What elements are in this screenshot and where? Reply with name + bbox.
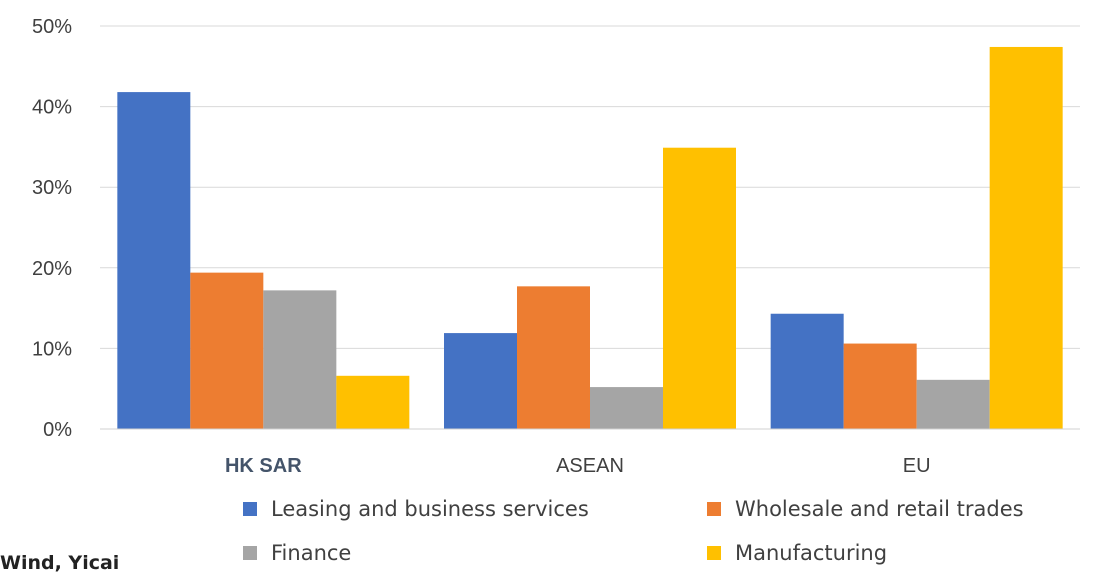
bar-manufacturing-asean [663,147,736,429]
legend-label: Wholesale and retail trades [735,497,1024,521]
y-tick-label: 20% [32,258,72,280]
bar-manufacturing-hk-sar [336,375,410,429]
y-tick-label: 40% [32,97,72,119]
x-category-label: EU [903,455,931,477]
bar-manufacturing-eu [989,46,1063,430]
bar-wholesale-and-retail-trades-hk-sar [190,272,264,429]
x-category-label: ASEAN [556,455,624,477]
y-tick-label: 50% [32,16,72,38]
legend-swatch [243,502,257,516]
bar-leasing-and-business-services-asean [444,333,517,429]
legend: Leasing and business services Wholesale a… [243,497,1024,565]
bar-finance-asean [590,387,663,429]
bar-finance-hk-sar [263,290,337,429]
x-category-label: HK SAR [225,455,302,477]
bar-wholesale-and-retail-trades-eu [843,343,917,429]
source-label: Wind, Yicai [0,552,119,572]
x-axis-categories: HK SAR ASEAN EU [225,455,931,477]
y-axis-ticks: 0% 10% 20% 30% 40% 50% [32,16,72,441]
y-tick-label: 30% [32,177,72,199]
y-tick-label: 10% [32,338,72,360]
bar-finance-eu [916,379,990,429]
bar-leasing-and-business-services-hk-sar [117,92,191,429]
bar-leasing-and-business-services-eu [770,313,844,429]
legend-label: Finance [271,541,351,565]
legend-label: Manufacturing [735,541,887,565]
legend-swatch [707,546,721,560]
legend-swatch [707,502,721,516]
legend-label: Leasing and business services [271,497,589,521]
y-tick-label: 0% [43,419,72,441]
bars [117,46,1063,430]
legend-swatch [243,546,257,560]
bar-wholesale-and-retail-trades-asean [517,286,590,429]
